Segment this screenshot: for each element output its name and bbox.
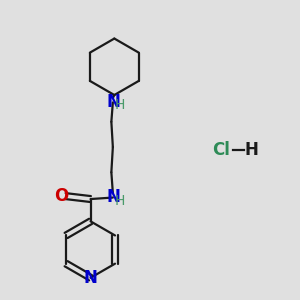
Text: N: N xyxy=(107,93,121,111)
Text: N: N xyxy=(84,269,98,287)
Text: Cl: Cl xyxy=(212,141,230,159)
Text: N: N xyxy=(107,188,121,206)
Text: H: H xyxy=(114,194,124,208)
Text: H: H xyxy=(244,141,258,159)
Text: O: O xyxy=(55,187,69,205)
Text: H: H xyxy=(114,98,124,112)
